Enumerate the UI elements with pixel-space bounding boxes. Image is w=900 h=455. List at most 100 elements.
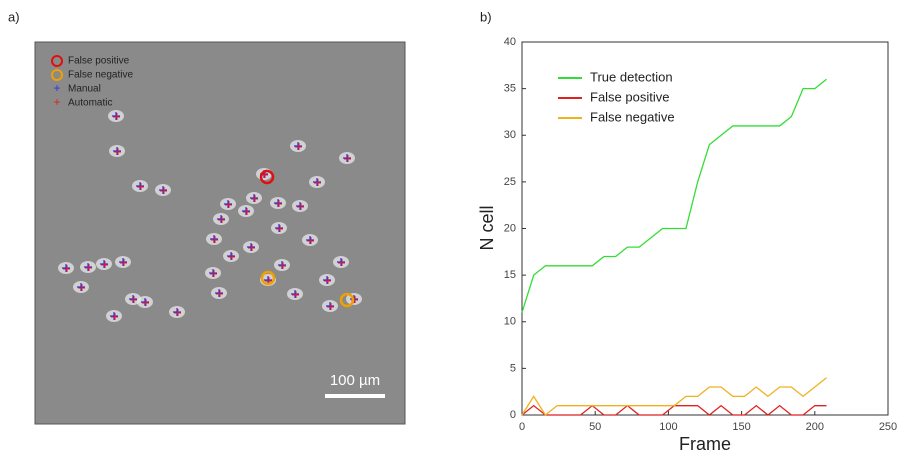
false-positive-marker [259,169,275,185]
automatic-marker [314,179,321,186]
automatic-marker [307,237,314,244]
legend-icon: + [53,95,60,109]
manual-marker [306,236,314,244]
automatic-marker [174,309,181,316]
manual-marker [278,261,286,269]
automatic-marker [297,203,304,210]
legend-icon [51,55,63,67]
automatic-marker [160,187,167,194]
manual-marker [275,224,283,232]
automatic-marker [292,291,299,298]
manual-marker [215,289,223,297]
legend-label: False positive [68,56,130,67]
manual-marker [264,276,272,284]
automatic-marker [218,216,225,223]
manual-marker [224,200,232,208]
false-negative-marker [260,270,276,286]
y-tick-label: 30 [504,129,516,141]
manual-marker [247,243,255,251]
automatic-marker [327,303,334,310]
manual-marker [129,295,137,303]
manual-marker [217,215,225,223]
manual-marker [112,112,120,120]
automatic-marker [114,148,121,155]
y-tick-label: 20 [504,222,516,234]
automatic-marker [142,299,149,306]
series-line [521,78,827,313]
legend-label: False positive [590,89,669,104]
manual-marker [110,312,118,320]
legend-label: False negative [590,109,675,124]
y-tick-label: 10 [504,316,516,328]
manual-marker [209,269,217,277]
legend-icon: + [53,81,60,95]
manual-marker [84,263,92,271]
x-tick-label: 0 [519,421,525,433]
automatic-marker [276,225,283,232]
automatic-marker [130,296,137,303]
automatic-marker [243,208,250,215]
manual-marker [100,260,108,268]
manual-marker [296,202,304,210]
automatic-marker [101,261,108,268]
manual-marker [227,252,235,260]
automatic-marker [338,259,345,266]
y-tick-label: 15 [504,269,516,281]
plot-area [521,41,889,416]
manual-marker [119,258,127,266]
manual-marker [274,199,282,207]
x-tick-label: 150 [732,421,750,433]
automatic-marker [225,201,232,208]
automatic-marker [216,290,223,297]
manual-marker [77,283,85,291]
x-tick-label: 250 [879,421,897,433]
automatic-marker [228,253,235,260]
x-tick-label: 50 [589,421,601,433]
manual-marker [343,154,351,162]
series-line [521,377,827,416]
manual-marker [242,207,250,215]
automatic-marker [248,244,255,251]
manual-marker [326,302,334,310]
automatic-marker [251,195,258,202]
manual-marker [113,147,121,155]
manual-marker [291,290,299,298]
manual-marker [173,308,181,316]
scale-label: 100 µm [330,372,380,389]
manual-marker [159,186,167,194]
y-tick-label: 5 [510,362,516,374]
panel-label: b) [480,9,492,24]
panel-label: a) [8,9,20,24]
manual-marker [323,276,331,284]
manual-marker [141,298,149,306]
automatic-marker [137,183,144,190]
legend-icon [51,69,63,81]
false-negative-marker [339,292,355,308]
legend-label: False negative [68,70,133,81]
automatic-marker [78,284,85,291]
manual-marker [313,178,321,186]
automatic-marker [63,265,70,272]
legend-label: Automatic [68,98,112,109]
manual-marker [210,235,218,243]
legend-label: True detection [590,69,673,84]
micrograph [34,41,406,425]
y-tick-label: 35 [504,83,516,95]
automatic-marker [210,270,217,277]
automatic-marker [279,262,286,269]
y-axis-label: N cell [477,205,497,250]
manual-marker [62,264,70,272]
y-tick-label: 25 [504,176,516,188]
automatic-marker [344,155,351,162]
automatic-marker [120,259,127,266]
manual-marker [294,142,302,150]
x-tick-label: 200 [806,421,824,433]
automatic-marker [275,200,282,207]
automatic-marker [211,236,218,243]
y-tick-label: 0 [510,409,516,421]
automatic-marker [324,277,331,284]
y-tick-label: 40 [504,36,516,48]
legend-label: Manual [68,84,101,95]
manual-marker [136,182,144,190]
